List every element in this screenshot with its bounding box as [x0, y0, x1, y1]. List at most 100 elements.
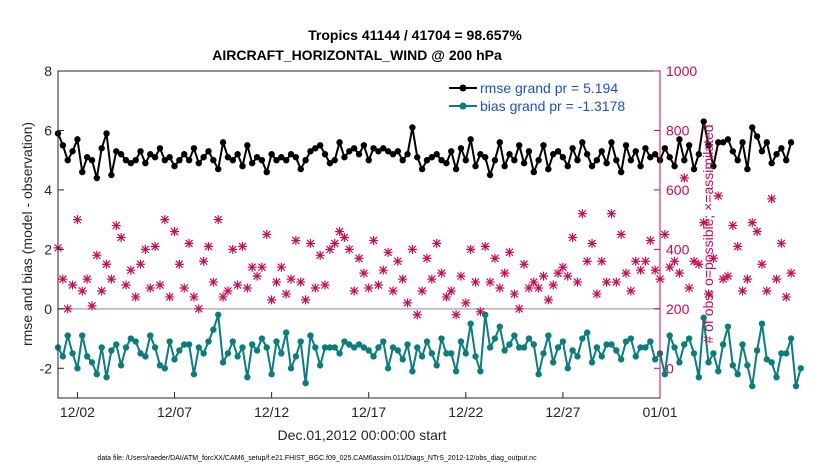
bias-point: [103, 373, 110, 381]
rmse-point: [103, 130, 110, 137]
rmse-point: [282, 156, 290, 164]
obs-marker: [645, 235, 655, 245]
obs-marker: [174, 259, 184, 269]
bias-point: [457, 338, 465, 345]
obs-marker: [310, 283, 320, 293]
rmse-point: [651, 151, 659, 158]
bias-point: [229, 338, 236, 345]
bias-point: [215, 311, 222, 318]
bias-point: [506, 341, 513, 348]
rmse-point: [292, 154, 300, 161]
bias-point: [598, 353, 605, 360]
rmse-point: [147, 151, 154, 158]
bias-point: [88, 359, 96, 366]
rmse-point: [355, 151, 363, 158]
bias-line: [57, 314, 802, 387]
obs-marker: [194, 304, 204, 314]
obs-marker: [602, 277, 612, 287]
obs-marker: [733, 241, 743, 251]
bias-point: [205, 338, 212, 345]
rmse-point: [239, 162, 246, 170]
rmse-point: [108, 171, 115, 179]
bias-point: [171, 356, 178, 363]
legend-marker-bias: [459, 102, 467, 110]
bias-series-layer: [54, 311, 804, 390]
bias-point: [370, 353, 377, 360]
obs-marker: [97, 286, 107, 296]
rmse-point: [200, 154, 207, 161]
rmse-point: [666, 154, 673, 161]
rmse-point: [627, 156, 635, 164]
obs-marker: [179, 283, 189, 293]
bias-point: [404, 341, 411, 348]
obs-marker: [582, 256, 592, 266]
obs-marker: [160, 215, 170, 225]
rmse-point: [181, 151, 188, 158]
rmse-point: [151, 154, 159, 161]
rmse-point: [753, 133, 761, 140]
bias-point: [423, 338, 431, 345]
bias-point: [64, 332, 71, 339]
obs-marker: [228, 244, 238, 254]
rmse-point: [132, 156, 139, 164]
obs-marker: [349, 286, 359, 296]
bias-point: [681, 341, 688, 348]
rmse-point: [564, 162, 571, 170]
obs-marker: [674, 268, 684, 278]
bias-point: [443, 350, 450, 357]
obs-marker: [354, 253, 364, 263]
bias-point: [185, 341, 193, 348]
rmse-point: [661, 145, 669, 152]
rmse-point: [554, 148, 562, 155]
obs-marker: [335, 227, 345, 237]
obs-marker: [699, 218, 709, 228]
rmse-point: [171, 162, 178, 170]
obs-marker: [636, 265, 646, 275]
rmse-point: [326, 159, 334, 167]
rmse-point: [117, 151, 125, 158]
obs-marker: [237, 241, 247, 251]
obs-marker: [77, 286, 87, 296]
bias-point: [195, 344, 202, 351]
legend-label-rmse: rmse grand pr = 5.194: [480, 80, 618, 96]
bias-point: [234, 353, 241, 360]
bias-point: [263, 344, 270, 351]
bias-point: [360, 344, 368, 351]
bias-point: [559, 338, 567, 345]
obs-marker: [320, 280, 330, 290]
rmse-point: [273, 156, 280, 164]
bias-point: [122, 344, 130, 351]
bias-point: [268, 371, 275, 378]
rmse-point: [724, 136, 732, 143]
bias-point: [74, 365, 81, 372]
bias-point: [98, 344, 105, 351]
rmse-point: [268, 151, 275, 158]
obs-count-layer: [53, 173, 796, 320]
bias-point: [452, 368, 460, 375]
obs-marker: [772, 274, 782, 284]
obs-marker: [291, 235, 301, 245]
rmse-point: [452, 165, 460, 173]
rmse-point: [486, 171, 494, 179]
bias-point: [666, 332, 673, 339]
obs-marker: [111, 221, 121, 231]
bias-point: [462, 350, 470, 357]
obs-marker: [505, 247, 514, 257]
obs-marker: [616, 230, 626, 239]
rmse-point: [443, 159, 450, 167]
obs-marker: [359, 268, 369, 278]
obs-marker: [679, 173, 689, 183]
obs-marker: [621, 268, 631, 278]
obs-marker: [102, 259, 112, 269]
bias-point: [486, 344, 494, 351]
bias-point: [244, 373, 251, 381]
rmse-point: [647, 154, 654, 161]
obs-marker: [723, 271, 733, 281]
obs-marker: [660, 230, 670, 239]
rmse-point: [583, 151, 591, 158]
bias-point: [438, 335, 445, 342]
y-tick-label: -2: [40, 360, 53, 376]
obs-marker: [213, 215, 223, 225]
bias-point: [346, 341, 353, 348]
rmse-point: [700, 118, 707, 125]
